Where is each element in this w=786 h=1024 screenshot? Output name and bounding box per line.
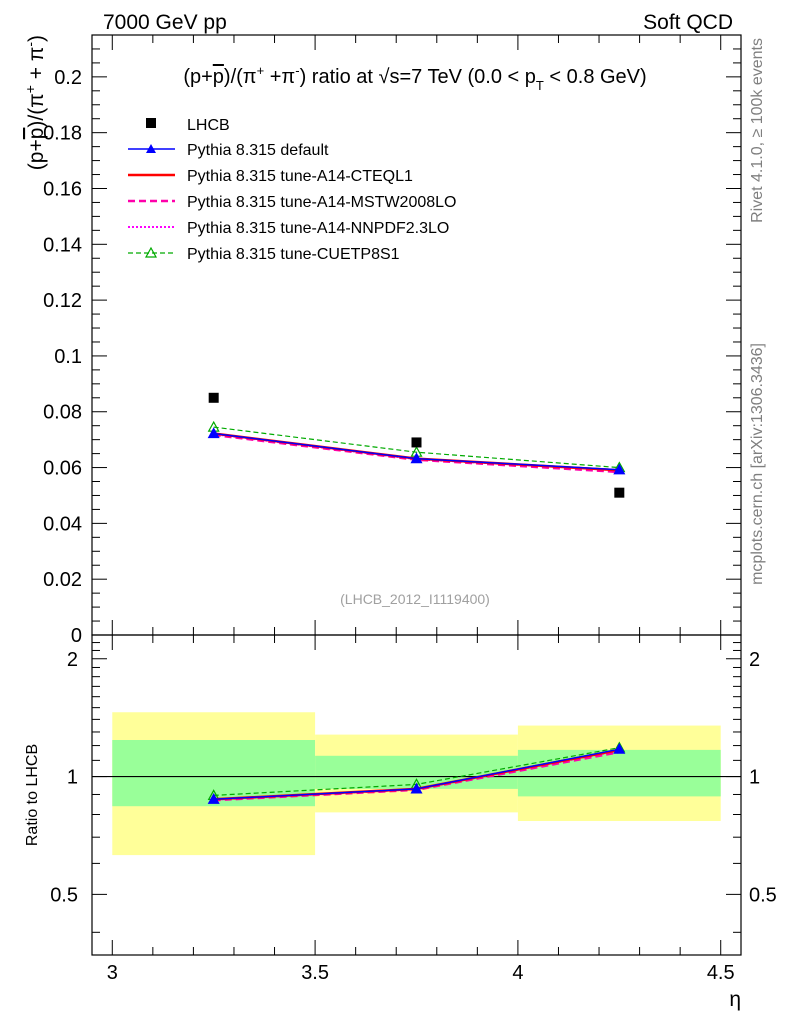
legend-entry-cuetp8s1: Pythia 8.315 tune-CUETP8S1	[128, 246, 400, 263]
x-tick-label: 3.5	[301, 962, 329, 984]
main-y-tick-label: 0.08	[43, 402, 82, 424]
legend-marker-lhcb	[146, 118, 156, 128]
ratio-y-axis-label: Ratio to LHCB	[24, 744, 41, 846]
ratio-band-green	[517, 749, 721, 797]
ratio-point-pythia-8-315-default	[207, 793, 220, 804]
legend-entry-lhcb: LHCB	[146, 117, 230, 134]
main-y-tick-label: 0.06	[43, 458, 82, 480]
category-label: Soft QCD	[643, 11, 733, 34]
legend-marker-cuetp8s1	[144, 246, 158, 258]
analysis-tag: (LHCB_2012_I1119400)	[340, 591, 490, 607]
ratio-y-tick-label: 0.5	[50, 884, 78, 906]
source-label: mcplots.cern.ch [arXiv:1306.3436]	[749, 343, 766, 585]
legend-label-default: Pythia 8.315 default	[187, 142, 329, 159]
legend-entry-nnpdf23lo: Pythia 8.315 tune-A14-NNPDF2.3LO	[128, 220, 449, 237]
ratio-frame	[91, 634, 742, 956]
legend-label-cteql1: Pythia 8.315 tune-A14-CTEQL1	[187, 168, 413, 185]
ratio-series-layer	[207, 741, 626, 804]
ratio-point-pythia-8-315-default	[613, 742, 626, 754]
legend-label-cuetp8s1: Pythia 8.315 tune-CUETP8S1	[187, 246, 400, 263]
legend-label-mstw2008lo: Pythia 8.315 tune-A14-MSTW2008LO	[187, 194, 456, 211]
main-y-tick-label: 0.18	[43, 123, 82, 145]
main-axis-ticks: 0 0.02 0.04 0.06 0.08 0.1 0.12 0.14 0.16 0.18 0.2	[43, 34, 741, 647]
legend-label-nnpdf23lo: Pythia 8.315 tune-A14-NNPDF2.3LO	[187, 220, 449, 237]
x-tick-label: 3	[107, 962, 118, 984]
legend-marker-default	[146, 144, 156, 153]
main-point-lhcb	[208, 392, 219, 403]
main-y-tick-label: 0.04	[43, 513, 82, 535]
main-y-axis-label: (p+p)/(π+ + π-)	[22, 35, 48, 170]
main-title: (p+p)/(π+ +π-) ratio at √s=7 TeV (0.0 < …	[183, 63, 646, 93]
ratio-panel: 0.5 0.5 1 1 2 2 3 3.5 4 4.5 Ratio to LHCB η	[24, 634, 777, 1011]
main-y-tick-label: 0	[71, 625, 82, 647]
ratio-y-tick-label: 2	[67, 649, 78, 671]
legend: LHCB Pythia 8.315 default Pythia 8.315 t…	[128, 117, 456, 263]
ratio-point-pythia-8-315-default	[410, 782, 423, 794]
main-point-pythia-8-315-default	[410, 452, 423, 464]
legend-entry-mstw2008lo: Pythia 8.315 tune-A14-MSTW2008LO	[128, 194, 456, 211]
legend-entry-default: Pythia 8.315 default	[128, 142, 329, 159]
main-y-tick-label: 0.02	[43, 569, 82, 591]
legend-label-lhcb: LHCB	[187, 117, 230, 134]
ratio-axis-ticks: 0.5 0.5 1 1 2 2 3 3.5 4 4.5	[50, 635, 777, 984]
main-y-tick-label: 0.1	[54, 346, 82, 368]
main-point-pythia-8-315-default	[613, 463, 626, 475]
ratio-y-tick-label-right: 2	[749, 649, 760, 671]
main-point-lhcb	[411, 437, 422, 448]
main-line-pythia-8-315-tune-cuetp8s1	[213, 426, 620, 469]
ratio-y-tick-label-right: 1	[749, 767, 760, 789]
main-y-tick-label: 0.12	[43, 290, 82, 312]
main-y-tick-label: 0.16	[43, 178, 82, 200]
main-series-layer	[207, 392, 626, 498]
rivet-version-label: Rivet 4.1.0, ≥ 100k events	[749, 38, 766, 223]
x-axis-label: η	[729, 988, 741, 1011]
x-tick-label: 4	[512, 962, 523, 984]
main-panel: 00.020.040.060.080.10.120.140.160.180.2 …	[22, 34, 742, 647]
ratio-bands	[92, 712, 741, 856]
main-point-pythia-8-315-default	[207, 427, 220, 439]
main-point-lhcb	[614, 487, 625, 498]
main-y-tick-label: 0.2	[54, 67, 82, 89]
legend-entry-cteql1: Pythia 8.315 tune-A14-CTEQL1	[128, 168, 413, 185]
main-y-tick-label: 0.14	[43, 234, 82, 256]
x-tick-label: 4.5	[707, 962, 735, 984]
ratio-y-tick-label-right: 0.5	[749, 884, 777, 906]
ratio-y-tick-label: 1	[67, 767, 78, 789]
energy-label: 7000 GeV pp	[103, 11, 227, 34]
